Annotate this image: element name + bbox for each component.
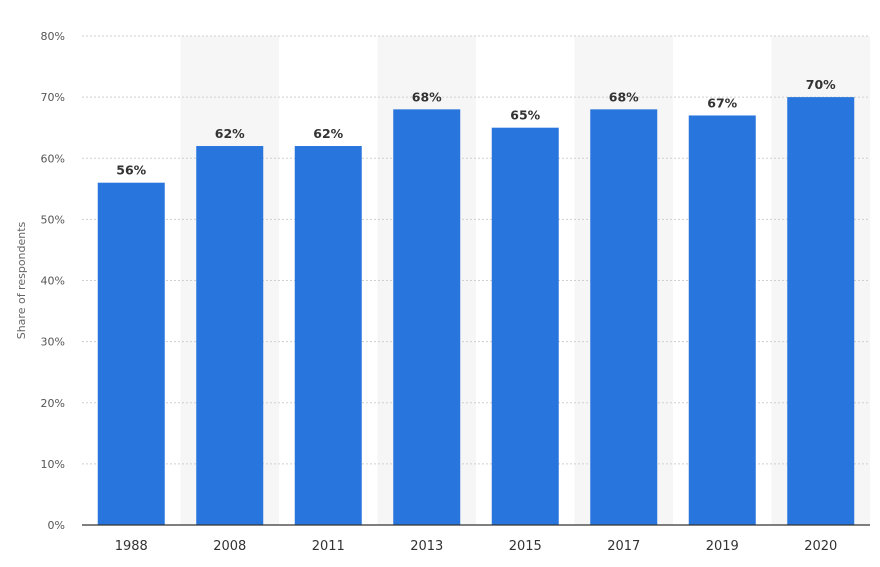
bar-2013[interactable] bbox=[393, 109, 461, 525]
bar-2020[interactable] bbox=[787, 97, 855, 525]
bar-2008[interactable] bbox=[196, 146, 264, 525]
x-tick-label-2011: 2011 bbox=[312, 539, 345, 554]
x-tick-label-2013: 2013 bbox=[410, 539, 443, 554]
bar-2017[interactable] bbox=[590, 109, 658, 525]
y-tick-label: 70% bbox=[41, 91, 65, 104]
data-label-2008: 62% bbox=[215, 126, 245, 141]
y-tick-label: 80% bbox=[41, 30, 65, 43]
data-label-1988: 56% bbox=[116, 163, 146, 178]
x-tick-label-2020: 2020 bbox=[804, 539, 837, 554]
y-axis-ticks: 0% 10% 20% 30% 40% 50% 60% 70% 80% bbox=[41, 30, 65, 532]
y-tick-label: 60% bbox=[41, 152, 65, 165]
data-label-2011: 62% bbox=[313, 126, 343, 141]
y-tick-label: 30% bbox=[41, 336, 65, 349]
x-tick-label-2008: 2008 bbox=[213, 539, 246, 554]
data-labels: 56% 62% 62% 68% 65% 68% 67% 70% bbox=[116, 77, 836, 178]
bar-2011[interactable] bbox=[294, 146, 362, 525]
data-label-2017: 68% bbox=[609, 89, 639, 104]
data-label-2020: 70% bbox=[806, 77, 836, 92]
x-axis-ticks: 1988 2008 2011 2013 2015 2017 2019 2020 bbox=[115, 539, 838, 554]
y-tick-label: 50% bbox=[41, 213, 65, 226]
y-tick-label: 20% bbox=[41, 397, 65, 410]
y-tick-label: 0% bbox=[48, 519, 65, 532]
y-tick-label: 40% bbox=[41, 275, 65, 288]
data-label-2015: 65% bbox=[510, 108, 540, 123]
bar-2015[interactable] bbox=[491, 127, 559, 525]
bars bbox=[97, 97, 855, 526]
data-label-2013: 68% bbox=[412, 89, 442, 104]
y-axis-label: Share of respondents bbox=[15, 221, 28, 339]
x-tick-label-2015: 2015 bbox=[509, 539, 542, 554]
x-tick-label-2019: 2019 bbox=[706, 539, 739, 554]
x-tick-label-2017: 2017 bbox=[607, 539, 640, 554]
data-label-2019: 67% bbox=[707, 95, 737, 110]
bar-1988[interactable] bbox=[97, 182, 165, 525]
bar-2019[interactable] bbox=[688, 115, 756, 526]
y-tick-label: 10% bbox=[41, 458, 65, 471]
x-tick-label-1988: 1988 bbox=[115, 539, 148, 554]
